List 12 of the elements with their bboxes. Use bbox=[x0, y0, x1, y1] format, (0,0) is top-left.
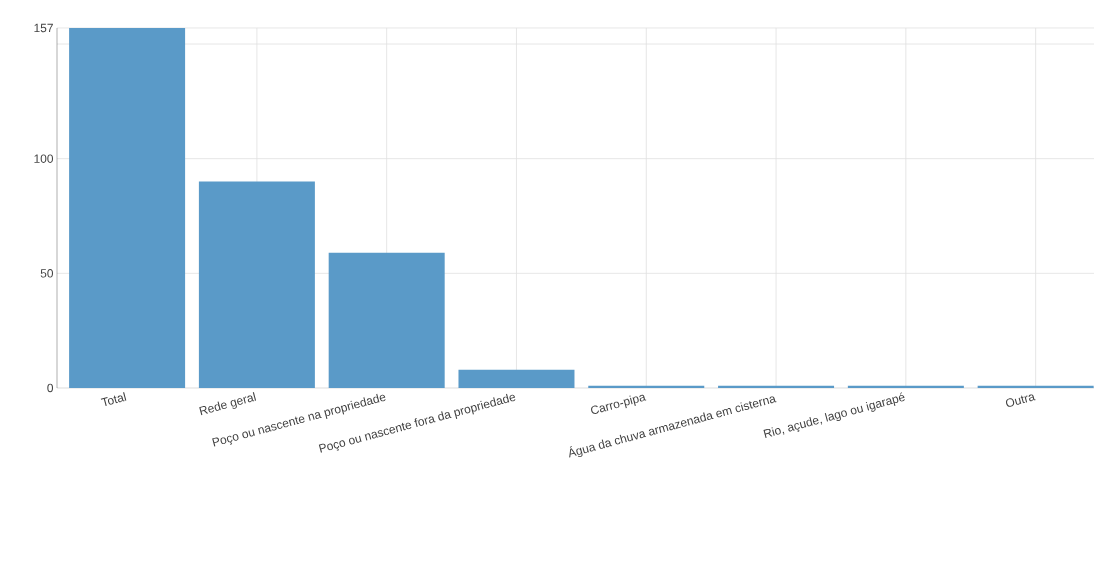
x-tick-label: Rede geral bbox=[199, 392, 257, 416]
bar bbox=[458, 369, 575, 388]
x-tick-label: Total bbox=[100, 392, 127, 407]
y-tick-label: 157 bbox=[34, 23, 53, 33]
x-tick-label: Carro-pipa bbox=[591, 394, 647, 414]
bar bbox=[328, 252, 445, 388]
y-tick-label: 0 bbox=[47, 383, 54, 393]
x-tick-label: Outra bbox=[1005, 394, 1036, 407]
y-tick-label: 50 bbox=[40, 269, 54, 278]
bar bbox=[69, 27, 186, 388]
bar bbox=[198, 181, 315, 388]
y-tick-label: 100 bbox=[34, 154, 54, 163]
